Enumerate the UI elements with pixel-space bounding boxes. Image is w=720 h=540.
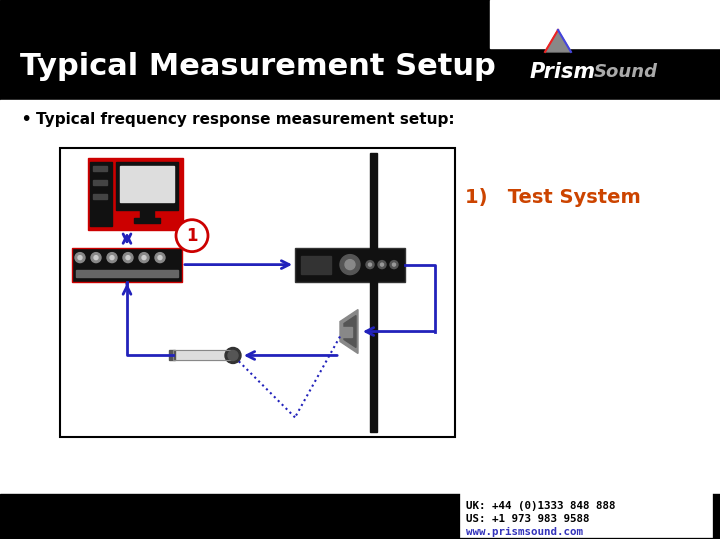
Circle shape xyxy=(78,255,82,260)
Circle shape xyxy=(378,261,386,268)
Circle shape xyxy=(139,253,149,262)
Bar xyxy=(93,166,107,171)
Bar xyxy=(0,494,720,539)
Polygon shape xyxy=(344,315,356,348)
Bar xyxy=(342,327,352,336)
Bar xyxy=(169,350,175,361)
Bar xyxy=(90,162,112,226)
Text: Typical frequency response measurement setup:: Typical frequency response measurement s… xyxy=(36,112,454,127)
Circle shape xyxy=(155,253,165,262)
Bar xyxy=(173,350,233,361)
Bar xyxy=(116,162,178,210)
Circle shape xyxy=(345,260,355,269)
Circle shape xyxy=(366,261,374,268)
Circle shape xyxy=(123,253,133,262)
Text: US: +1 973 983 9588: US: +1 973 983 9588 xyxy=(466,514,590,524)
Bar xyxy=(72,248,182,281)
Bar xyxy=(370,153,377,433)
Text: Sound: Sound xyxy=(594,63,658,81)
Text: www.prismsound.com: www.prismsound.com xyxy=(466,527,583,537)
Circle shape xyxy=(158,255,162,260)
Circle shape xyxy=(142,255,146,260)
Circle shape xyxy=(91,253,101,262)
Bar xyxy=(301,255,331,274)
Bar xyxy=(0,0,720,100)
Polygon shape xyxy=(340,309,358,354)
Text: Prism: Prism xyxy=(530,62,596,82)
Text: 1: 1 xyxy=(186,227,198,245)
Circle shape xyxy=(107,253,117,262)
Circle shape xyxy=(380,263,384,266)
Circle shape xyxy=(75,253,85,262)
Circle shape xyxy=(390,261,398,268)
Bar xyxy=(140,210,154,218)
Text: UK: +44 (0)1333 848 888: UK: +44 (0)1333 848 888 xyxy=(466,501,616,511)
Bar xyxy=(490,0,720,48)
Circle shape xyxy=(392,263,395,266)
Bar xyxy=(295,248,405,281)
Circle shape xyxy=(176,220,208,252)
Bar xyxy=(0,100,720,489)
Circle shape xyxy=(225,348,241,363)
Circle shape xyxy=(126,255,130,260)
Bar xyxy=(93,194,107,199)
Circle shape xyxy=(110,255,114,260)
Polygon shape xyxy=(545,30,571,52)
Bar xyxy=(460,489,712,537)
Bar xyxy=(88,158,183,230)
Bar xyxy=(120,166,174,202)
Circle shape xyxy=(94,255,98,260)
Circle shape xyxy=(228,350,238,361)
Bar xyxy=(173,350,233,361)
Text: •: • xyxy=(20,110,32,129)
Bar xyxy=(60,148,455,437)
Bar xyxy=(93,180,107,185)
Text: 1)   Test System: 1) Test System xyxy=(465,188,641,207)
Bar xyxy=(76,269,178,276)
Circle shape xyxy=(369,263,372,266)
Bar xyxy=(134,218,160,222)
Text: Typical Measurement Setup: Typical Measurement Setup xyxy=(20,52,496,82)
Circle shape xyxy=(340,255,360,275)
